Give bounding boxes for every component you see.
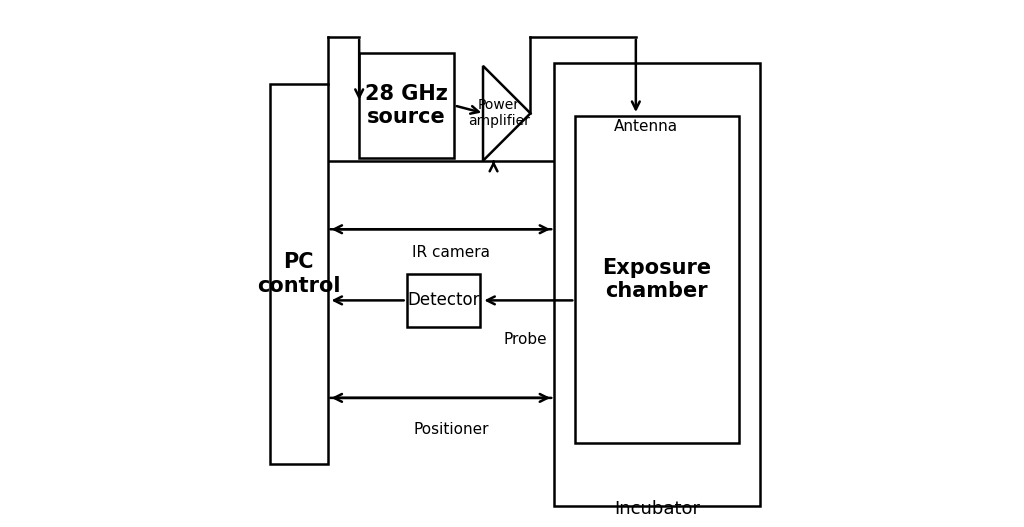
Text: 28 GHz
source: 28 GHz source [366, 84, 449, 127]
Text: Detector: Detector [408, 291, 479, 309]
Text: IR camera: IR camera [413, 246, 490, 260]
Text: Antenna: Antenna [614, 119, 679, 134]
Text: Incubator: Incubator [614, 500, 700, 518]
FancyBboxPatch shape [359, 53, 454, 158]
FancyBboxPatch shape [269, 84, 328, 464]
Text: Exposure
chamber: Exposure chamber [602, 258, 712, 301]
Text: Positioner: Positioner [414, 422, 489, 437]
Text: Probe: Probe [504, 333, 547, 347]
FancyBboxPatch shape [575, 116, 738, 443]
FancyBboxPatch shape [554, 63, 760, 506]
FancyBboxPatch shape [407, 274, 480, 327]
Text: Power
amplifier: Power amplifier [468, 98, 529, 129]
Text: PC
control: PC control [257, 252, 340, 296]
